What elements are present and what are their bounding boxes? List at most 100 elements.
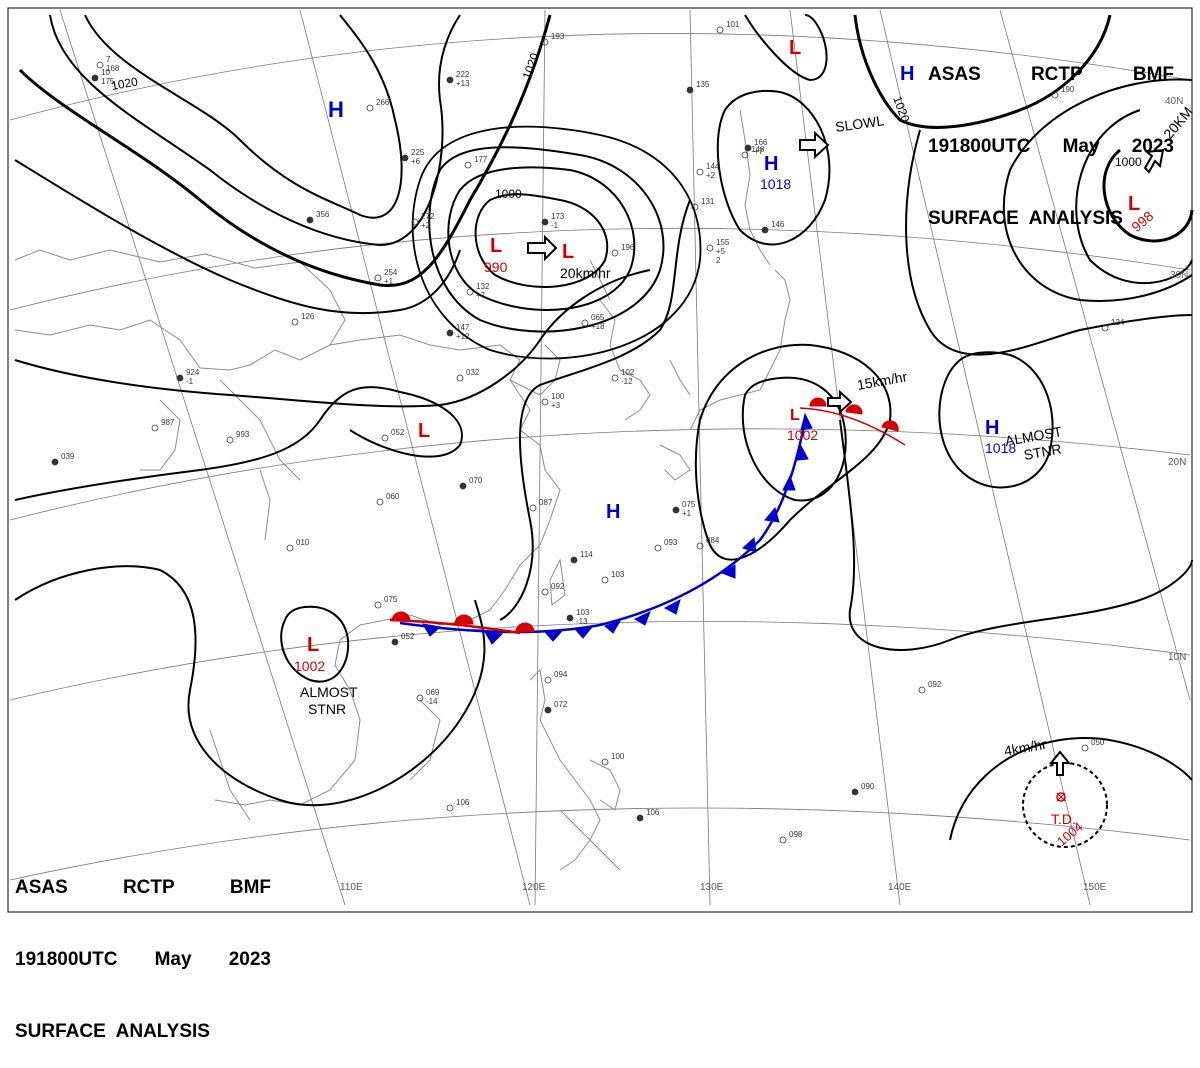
station-value: 075	[384, 595, 398, 604]
station-marker	[374, 601, 382, 609]
station-value: 102	[621, 368, 635, 377]
station-value: 10	[101, 68, 110, 77]
station-value: 090	[861, 782, 875, 791]
station-value: 106	[456, 798, 470, 807]
chart-header-bottom: ASAS RCTP BMF 191800UTC May 2023 SURFACE…	[15, 828, 271, 1068]
header-time: 191800UTC	[928, 136, 1031, 157]
station-value: 177	[474, 155, 488, 164]
station-value: 356	[316, 210, 330, 219]
station-marker	[851, 788, 859, 796]
low-center-symbol: L	[490, 235, 502, 257]
high-center-symbol: H	[985, 417, 999, 439]
station-value: 132	[476, 282, 490, 291]
station-value: 7	[106, 55, 111, 64]
station-value: +2	[706, 171, 716, 180]
header-issuer: ASAS	[15, 877, 68, 898]
high-center-pressure: 1018	[760, 176, 791, 192]
station-value: 060	[386, 492, 400, 501]
station-value: +7	[476, 291, 486, 300]
station-value: 148	[751, 145, 765, 154]
station-value: +6	[411, 157, 421, 166]
station-marker	[744, 144, 752, 152]
station-marker	[741, 151, 749, 159]
station-marker	[291, 318, 299, 326]
low-center-pressure: 1002	[787, 427, 818, 443]
high-center-symbol: H	[328, 97, 344, 122]
header-year: 2023	[1131, 136, 1174, 157]
station-marker	[226, 436, 234, 444]
station-marker	[544, 676, 552, 684]
movement-label: SLOWL	[834, 112, 885, 135]
td-label: T.D.	[1051, 811, 1076, 827]
low-center-symbol: L	[307, 634, 319, 656]
station-marker	[96, 61, 104, 69]
station-marker	[541, 588, 549, 596]
high-center-symbol: H	[764, 153, 778, 175]
chart-header-top: ASAS RCTP BMF 191800UTC May 2023 SURFACE…	[928, 15, 1174, 255]
station-value: 254	[384, 268, 398, 277]
station-value: 100	[611, 752, 625, 761]
station-value: 039	[61, 452, 75, 461]
station-marker	[918, 686, 926, 694]
station-value: 103	[611, 570, 625, 579]
station-value: 173	[551, 212, 565, 221]
station-value: 114	[580, 550, 593, 559]
station-marker	[716, 26, 724, 34]
station-value: +18	[591, 322, 605, 331]
station-marker	[779, 836, 787, 844]
header-code: BMF	[229, 877, 271, 898]
isobar-label: 1000	[495, 187, 522, 201]
isobar-label: 1000	[1115, 155, 1142, 169]
station-marker	[176, 374, 184, 382]
latitude-labels: 40N 30N 20N 10N	[1165, 96, 1188, 663]
station-marker	[464, 161, 472, 169]
station-value: 266	[376, 98, 390, 107]
header-issuer: ASAS	[928, 64, 981, 85]
header-station: RCTP	[1030, 64, 1083, 85]
station-value: 124	[1111, 318, 1125, 327]
station-marker	[541, 218, 549, 226]
station-value: 094	[554, 670, 568, 679]
station-marker	[672, 506, 680, 514]
longitude-labels: 110E 120E 130E 140E 150E	[340, 882, 1107, 893]
station-marker	[706, 244, 714, 252]
isobar-label: 1020	[110, 74, 139, 92]
high-center-symbol: H	[900, 63, 914, 85]
station-value: -13	[576, 617, 588, 626]
station-marker	[541, 398, 549, 406]
td-symbol-icon	[1056, 792, 1066, 802]
low-center-pressure: 1002	[294, 658, 325, 674]
station-marker	[376, 498, 384, 506]
station-value: +3	[551, 401, 561, 410]
low-center-symbol: L	[789, 37, 801, 59]
station-marker	[456, 374, 464, 382]
lat-label: 40N	[1165, 96, 1183, 107]
lat-label: 30N	[1170, 270, 1188, 281]
station-value: 987	[161, 418, 175, 427]
station-marker	[91, 74, 99, 82]
station-value: 190	[1061, 85, 1075, 94]
station-value: 131	[701, 197, 715, 206]
header-title: SURFACE ANALYSIS	[928, 208, 1123, 229]
station-value: 052	[401, 632, 415, 641]
header-time: 191800UTC	[15, 949, 118, 970]
station-value: 092	[551, 582, 565, 591]
station-value: 168	[106, 64, 120, 73]
header-station: RCTP	[122, 877, 175, 898]
station-value: 146	[771, 220, 785, 229]
header-month: May	[1062, 136, 1100, 157]
station-marker	[286, 544, 294, 552]
station-value: 032	[466, 368, 480, 377]
lon-label: 150E	[1083, 882, 1107, 893]
station-marker	[1081, 744, 1089, 752]
station-marker	[529, 504, 537, 512]
lat-label: 20N	[1168, 457, 1186, 468]
station-value: +5	[716, 247, 726, 256]
station-marker	[411, 218, 419, 226]
station-value: 147	[456, 323, 470, 332]
station-marker	[446, 76, 454, 84]
station-marker	[366, 104, 374, 112]
station-marker	[654, 544, 662, 552]
station-value: 084	[706, 536, 720, 545]
